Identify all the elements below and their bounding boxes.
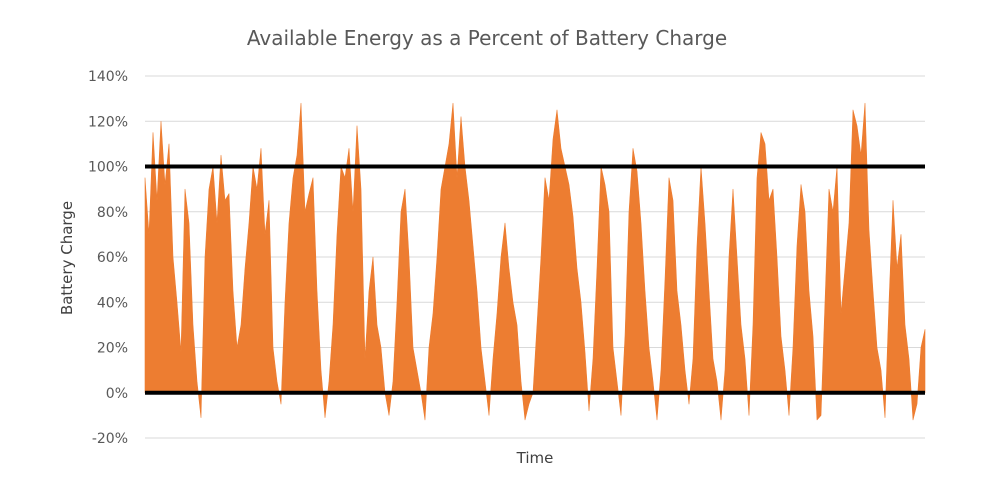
chart-title: Available Energy as a Percent of Battery… bbox=[247, 26, 727, 50]
y-tick-label: 60% bbox=[97, 250, 128, 266]
y-tick-label: -20% bbox=[92, 431, 128, 447]
y-tick-label: 0% bbox=[106, 386, 128, 402]
y-tick-label: 100% bbox=[88, 160, 128, 176]
y-tick-label: 20% bbox=[97, 341, 128, 357]
y-axis-title: Battery Charge bbox=[58, 201, 76, 315]
y-tick-label: 80% bbox=[97, 205, 128, 221]
threshold-lines bbox=[145, 164, 925, 395]
y-tick-label: 120% bbox=[88, 114, 128, 130]
y-tick-labels: 140% 120% 100% 80% 60% 40% 20% 0% -20% bbox=[88, 69, 128, 447]
x-axis-title: Time bbox=[516, 449, 554, 467]
y-tick-label: 40% bbox=[97, 295, 128, 311]
y-tick-label: 140% bbox=[88, 69, 128, 85]
battery-charge-area bbox=[144, 102, 926, 421]
series-area bbox=[144, 102, 926, 421]
